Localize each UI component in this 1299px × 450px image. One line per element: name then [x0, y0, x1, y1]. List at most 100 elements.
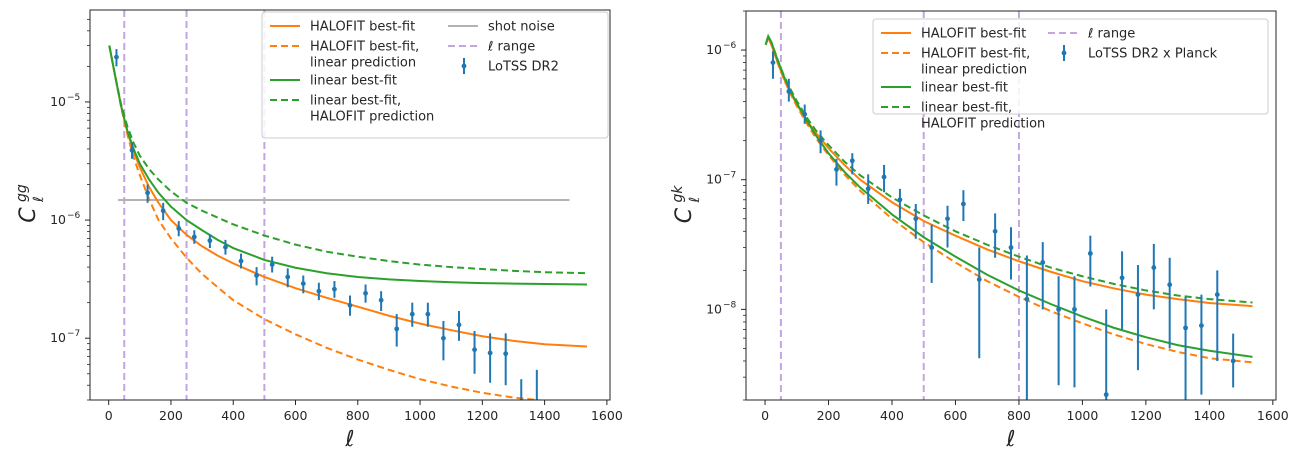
legend-frame	[261, 11, 609, 139]
data-point	[834, 167, 839, 172]
legend-label-line: shot noise	[488, 20, 555, 35]
data-point	[254, 273, 259, 278]
series-line-3	[764, 33, 1253, 304]
y-axis-label-sup: gg	[14, 184, 30, 202]
x-tick-label: 1000	[404, 408, 436, 423]
legend-entry: linear best-fit, HALOFIT prediction	[881, 101, 1045, 132]
x-tick-label: 600	[944, 408, 968, 423]
legend-entry: HALOFIT best-fit	[270, 20, 415, 35]
data-point	[945, 216, 950, 222]
data-point	[238, 258, 244, 264]
legend-entry: ℓ range	[1048, 27, 1135, 42]
data-point	[1151, 265, 1157, 270]
legend-label: LoTSS DR2	[488, 60, 559, 75]
legend-label-line: linear best-fit	[921, 81, 1008, 96]
x-tick-label: 1600	[591, 408, 623, 423]
data-point	[223, 244, 228, 250]
data-point	[472, 347, 477, 353]
data-point	[770, 60, 776, 65]
legend-frame	[872, 18, 1269, 115]
data-point	[487, 350, 493, 356]
data-point	[145, 190, 151, 196]
data-point	[913, 216, 919, 222]
legend-entry: linear best-fit	[270, 74, 397, 89]
data-point	[129, 147, 135, 153]
data-point	[802, 111, 808, 117]
legend-label-line: ℓ range	[1087, 27, 1135, 42]
legend-label-line: HALOFIT prediction	[310, 110, 434, 125]
legend-label-line: LoTSS DR2	[488, 60, 559, 75]
legend-entry: HALOFIT best-fit	[881, 27, 1026, 42]
data-point	[1024, 296, 1030, 302]
data-point	[176, 226, 182, 231]
x-tick-label: 200	[817, 408, 841, 423]
plot-area	[764, 11, 1253, 400]
data-point	[300, 281, 306, 286]
x-tick-label: 1400	[1193, 408, 1225, 423]
data-point	[316, 288, 322, 294]
legend-label-line: linear prediction	[921, 63, 1027, 78]
y-tick-exponent: −7	[723, 171, 736, 181]
data-point	[1056, 306, 1062, 312]
y-axis-label-sub: ℓ	[31, 196, 47, 203]
y-tick-exponent: −7	[67, 329, 80, 339]
series-line-3	[108, 45, 587, 275]
data-point	[456, 322, 462, 328]
legend-label: HALOFIT best-fit	[921, 27, 1026, 42]
axes-frame	[745, 10, 1277, 401]
x-tick-label: 0	[761, 408, 769, 423]
data-point	[114, 54, 119, 60]
y-tick-exponent: −6	[67, 211, 81, 221]
y-tick-label: 10	[50, 94, 66, 109]
x-tick-label: 200	[159, 408, 183, 423]
legend-label-line: HALOFIT best-fit,	[310, 40, 419, 55]
legend-label: LoTSS DR2 x Planck	[1088, 47, 1218, 62]
data-point	[160, 208, 166, 214]
y-tick-exponent: −5	[67, 93, 80, 103]
legend-label-line: ℓ range	[487, 40, 535, 55]
x-tick-label: 1000	[1067, 408, 1099, 423]
legend-label: linear best-fit, HALOFIT prediction	[921, 101, 1045, 132]
data-point	[1008, 245, 1014, 250]
data-point	[1087, 251, 1093, 256]
legend-label: HALOFIT best-fit, linear prediction	[921, 47, 1030, 78]
data-point	[1103, 392, 1109, 398]
legend-entry: LoTSS DR2 x Planck	[1061, 45, 1218, 62]
legend-label-line: HALOFIT prediction	[921, 117, 1045, 132]
x-tick-label: 0	[105, 408, 113, 423]
legend-label: linear best-fit	[921, 81, 1008, 96]
x-tick-label: 1400	[529, 408, 561, 423]
data-point	[960, 201, 966, 207]
y-tick-label: 10	[706, 42, 722, 57]
legend-label: ℓ range	[1087, 27, 1135, 42]
data-point	[897, 197, 903, 203]
data-point	[519, 405, 524, 410]
legend-label: linear best-fit	[310, 74, 397, 89]
legend-entry: linear best-fit, HALOFIT prediction	[270, 94, 434, 125]
axes-frame	[89, 9, 611, 401]
data-point	[347, 302, 353, 308]
series-line-1	[764, 34, 1253, 364]
data-point	[865, 186, 871, 192]
data-point	[1199, 323, 1204, 328]
y-axis-label-main: C	[672, 207, 697, 223]
data-point	[818, 138, 823, 144]
data-point	[285, 274, 291, 280]
y-tick-exponent: −8	[723, 300, 737, 310]
data-point	[1214, 292, 1220, 297]
data-point	[929, 245, 935, 250]
legend-label: shot noise	[488, 20, 555, 35]
y-tick-label: 10	[50, 330, 66, 345]
x-axis-label: ℓ	[1005, 427, 1015, 450]
legend-point-handle	[461, 63, 467, 69]
data-point	[378, 297, 384, 303]
y-axis-label-sup: gk	[670, 185, 686, 203]
data-point	[269, 262, 275, 267]
legend: HALOFIT best-fit HALOFIT best-fit, linear …	[261, 11, 609, 139]
x-axis-label: ℓ	[344, 427, 354, 450]
data-point	[441, 335, 446, 341]
